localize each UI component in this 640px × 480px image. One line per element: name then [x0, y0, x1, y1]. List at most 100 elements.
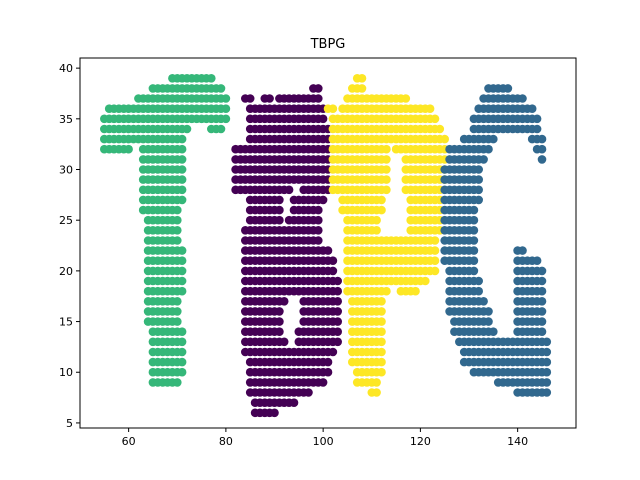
data-point [177, 144, 187, 154]
data-point [177, 175, 187, 184]
data-point [382, 144, 391, 154]
data-point [182, 124, 192, 134]
data-point [542, 337, 552, 347]
data-point [542, 347, 552, 357]
data-point [207, 74, 216, 83]
data-point [469, 266, 479, 276]
data-point [275, 205, 284, 215]
data-point [328, 347, 338, 357]
data-point [333, 276, 343, 286]
data-point [265, 94, 274, 103]
y-tick-label: 5 [66, 417, 73, 430]
data-point [177, 337, 187, 347]
data-point [474, 165, 484, 174]
data-point [479, 297, 488, 306]
data-point [377, 337, 386, 347]
data-point [484, 317, 493, 326]
data-point [323, 367, 333, 377]
data-point [474, 185, 484, 195]
data-point [542, 388, 552, 397]
data-point [440, 134, 450, 144]
y-tick-label: 30 [59, 164, 73, 177]
y-tick-label: 20 [59, 265, 73, 278]
data-point [177, 134, 187, 144]
data-point [430, 246, 440, 255]
data-point [124, 144, 133, 154]
data-point [469, 246, 479, 255]
data-point [275, 327, 284, 337]
data-point [173, 378, 182, 387]
data-point [537, 276, 547, 286]
data-point [537, 327, 547, 337]
y-tick-label: 10 [59, 366, 73, 379]
plot-frame [79, 57, 577, 429]
data-point [484, 144, 493, 154]
series-0 [100, 74, 231, 387]
data-point [518, 94, 527, 103]
data-point [377, 317, 386, 326]
data-point [314, 226, 323, 235]
data-point [314, 215, 323, 225]
data-point [474, 286, 484, 296]
data-point [469, 226, 479, 235]
data-point [537, 317, 547, 326]
data-point [318, 114, 328, 124]
data-point [372, 215, 381, 225]
data-point [474, 175, 484, 184]
y-tick-label: 40 [59, 62, 73, 75]
data-point [216, 124, 226, 134]
data-point [430, 236, 440, 245]
data-point [275, 215, 284, 225]
data-point [314, 205, 323, 215]
data-point [173, 297, 182, 306]
data-point [401, 94, 411, 103]
data-point [537, 144, 547, 154]
data-point [537, 297, 547, 306]
data-point [537, 155, 547, 164]
data-point [489, 327, 498, 337]
data-point [377, 347, 386, 357]
data-point [221, 94, 231, 103]
data-point [542, 378, 552, 387]
data-point [537, 307, 547, 316]
data-point [537, 134, 547, 144]
data-point [527, 104, 537, 113]
data-point [275, 307, 284, 316]
data-point [318, 195, 328, 205]
data-point [177, 327, 187, 337]
data-point [333, 297, 343, 306]
data-point [377, 195, 386, 205]
data-point [469, 215, 479, 225]
data-point [421, 276, 430, 286]
data-point [542, 357, 552, 367]
x-tick-label: 140 [507, 435, 528, 448]
data-point [177, 357, 187, 367]
data-point [328, 266, 338, 276]
data-point [479, 155, 488, 164]
data-point [177, 276, 187, 286]
data-point [314, 84, 323, 93]
data-point [284, 185, 294, 195]
data-point [474, 195, 484, 205]
x-tick-label: 120 [410, 435, 431, 448]
data-point [177, 195, 187, 205]
data-point [216, 84, 226, 93]
data-point [245, 94, 255, 103]
data-point [357, 74, 367, 83]
data-point [532, 256, 542, 266]
data-point [377, 367, 386, 377]
data-point [435, 124, 445, 134]
y-tick-label: 15 [59, 316, 73, 329]
chart-title: TBPG [310, 37, 346, 52]
data-point [469, 236, 479, 245]
data-point [357, 84, 367, 93]
data-point [221, 104, 231, 113]
data-point [469, 256, 479, 266]
y-tick-label: 25 [59, 214, 73, 227]
x-tick-label: 80 [219, 435, 233, 448]
data-point [177, 165, 187, 174]
data-point [177, 256, 187, 266]
data-point [173, 317, 182, 326]
data-point [270, 408, 279, 418]
